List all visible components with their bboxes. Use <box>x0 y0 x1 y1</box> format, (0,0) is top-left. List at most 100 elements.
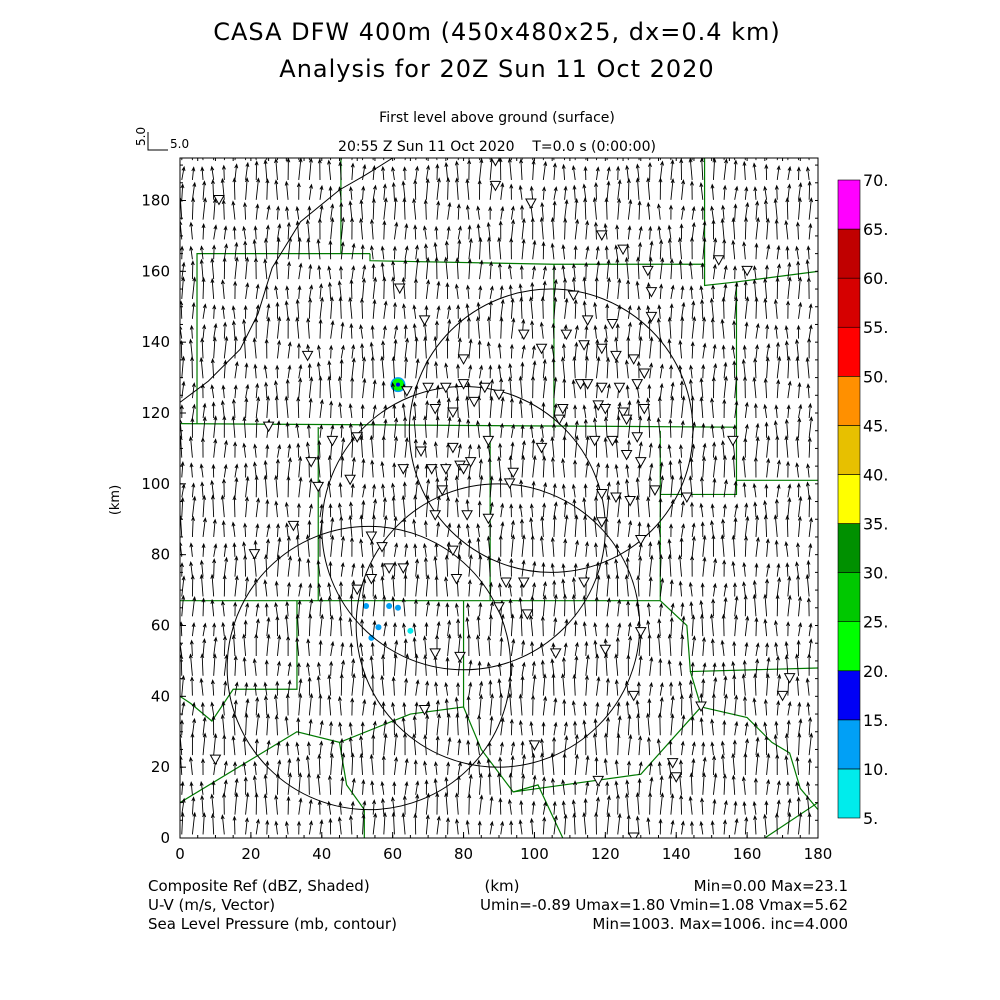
wind-vector <box>447 416 452 438</box>
wind-vector <box>382 640 387 657</box>
wind-vector <box>509 662 514 676</box>
wind-vector <box>390 796 395 815</box>
wind-vector <box>245 576 249 597</box>
wind-vector <box>274 820 279 835</box>
wind-vector <box>391 355 396 379</box>
wind-vector <box>242 442 247 458</box>
wind-vector <box>447 619 452 637</box>
wind-vector <box>732 739 737 756</box>
wind-vector <box>455 497 459 518</box>
wind-vector <box>667 316 672 339</box>
wind-vector <box>681 615 686 637</box>
wind-vector <box>681 301 686 319</box>
wind-vector <box>381 340 386 359</box>
wind-vector <box>805 794 810 815</box>
wind-vector <box>188 338 193 359</box>
wind-vector <box>529 185 534 200</box>
wind-vector <box>689 820 694 835</box>
wind-vector <box>497 455 502 478</box>
wind-vector <box>636 713 641 736</box>
wind-vector <box>200 794 205 815</box>
wind-vector <box>266 739 271 756</box>
wind-vector <box>585 541 589 557</box>
wind-vector <box>391 676 396 696</box>
wind-vector <box>263 258 268 280</box>
wind-vector <box>436 280 441 300</box>
wind-vector <box>210 384 215 399</box>
wind-vector <box>359 217 364 240</box>
wind-vector <box>306 662 311 676</box>
wind-vector <box>467 159 472 180</box>
wind-vector <box>519 613 524 637</box>
wind-vector <box>498 158 503 180</box>
wind-vector <box>415 463 420 478</box>
wind-vector <box>296 662 301 676</box>
wind-vector <box>626 177 631 200</box>
wind-vector <box>423 653 428 676</box>
wind-vector <box>466 602 471 617</box>
wind-vector <box>243 304 248 319</box>
wind-vector <box>348 296 353 319</box>
wind-vector <box>564 514 569 538</box>
wind-vector <box>221 164 226 180</box>
wind-vector <box>668 418 673 438</box>
wind-vector <box>392 781 397 795</box>
wind-vector <box>285 285 290 300</box>
wind-vector <box>402 303 406 319</box>
wind-vector <box>508 284 513 299</box>
wind-vector <box>734 817 739 835</box>
wind-vector <box>446 761 451 775</box>
wind-vector <box>253 257 258 280</box>
wind-vector <box>202 402 207 419</box>
footer-right-3: Min=1003. Max=1006. inc=4.000 <box>592 915 848 933</box>
x-tick-label: 40 <box>312 845 331 863</box>
wind-vector <box>489 378 494 399</box>
wind-vector <box>787 575 792 597</box>
wind-vector <box>734 614 739 637</box>
wind-vector <box>553 296 558 319</box>
wind-vector <box>210 812 215 835</box>
wind-vector <box>372 498 378 518</box>
wind-vector <box>223 542 228 557</box>
wind-vector <box>649 681 653 696</box>
wind-vector <box>213 224 218 240</box>
wind-vector <box>711 692 716 716</box>
wind-vector <box>200 383 205 399</box>
wind-vector <box>617 304 622 319</box>
wind-vector <box>330 739 335 756</box>
station-marker <box>457 464 470 475</box>
wind-vector <box>188 653 193 676</box>
wind-vector <box>243 554 248 577</box>
wind-vector <box>509 397 514 418</box>
wind-vector <box>753 814 758 835</box>
wind-vector <box>415 780 420 795</box>
wind-vector <box>776 459 781 478</box>
wind-vector <box>550 536 555 557</box>
wind-vector <box>296 820 301 835</box>
wind-vector <box>349 642 354 656</box>
wind-vector <box>542 265 547 280</box>
wind-vector <box>552 200 557 220</box>
wind-vector <box>585 219 590 240</box>
wind-vector <box>330 158 332 161</box>
radar-range-ring <box>355 483 641 768</box>
wind-vector <box>200 757 205 775</box>
wind-vector <box>351 579 356 597</box>
wind-vector <box>330 217 335 240</box>
wind-vector <box>657 523 661 538</box>
wind-vector <box>699 158 704 180</box>
wind-vector <box>383 514 388 538</box>
wind-vector <box>702 316 707 339</box>
wind-vector <box>518 503 523 518</box>
wind-vector <box>413 438 418 458</box>
wind-vector <box>202 494 207 518</box>
colorbar-label: 40. <box>863 465 888 484</box>
station-marker <box>574 379 587 390</box>
wind-vector <box>422 542 427 557</box>
wind-vector <box>371 263 376 280</box>
wind-vector <box>689 600 694 617</box>
wind-vector <box>681 395 686 419</box>
wind-vector <box>433 655 438 676</box>
wind-vector <box>550 242 555 260</box>
station-marker <box>450 573 463 585</box>
